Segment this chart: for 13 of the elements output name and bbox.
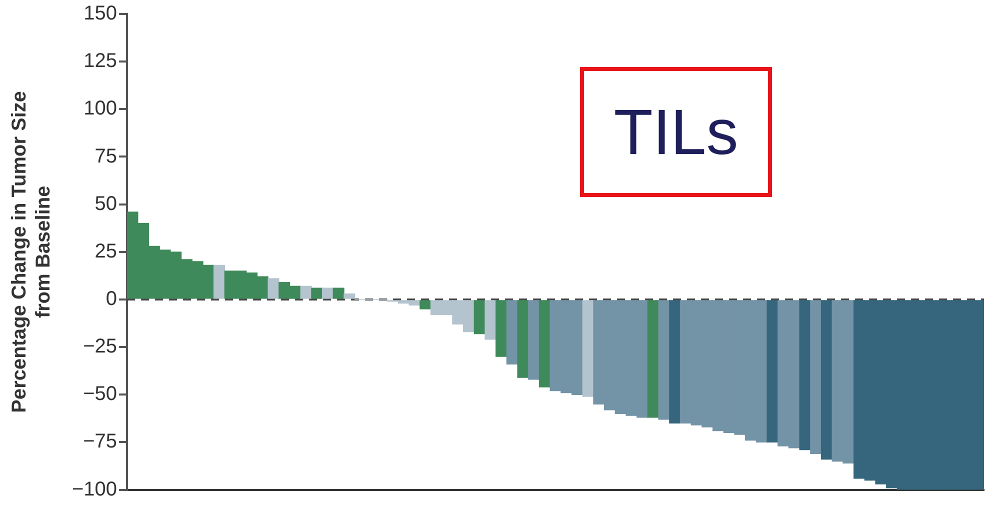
y-tick-label: 75 [94, 145, 118, 168]
y-tick-label: −25 [83, 336, 118, 358]
y-tick-label: 125 [84, 50, 118, 72]
y-axis-title: Percentage Change in Tumor Size from Baseline [8, 90, 55, 413]
y-tick-label: 100 [84, 98, 118, 120]
y-tick-label: 50 [94, 192, 118, 215]
y-tick-label: −100 [72, 478, 118, 500]
annotation: TILs [580, 67, 772, 197]
y-tick-label: 150 [84, 2, 118, 25]
y-tick-label: 25 [94, 240, 118, 262]
y-tick-label: −50 [83, 383, 118, 406]
y-tick-label: −75 [83, 430, 118, 453]
y-tick-label: 0 [106, 288, 118, 310]
